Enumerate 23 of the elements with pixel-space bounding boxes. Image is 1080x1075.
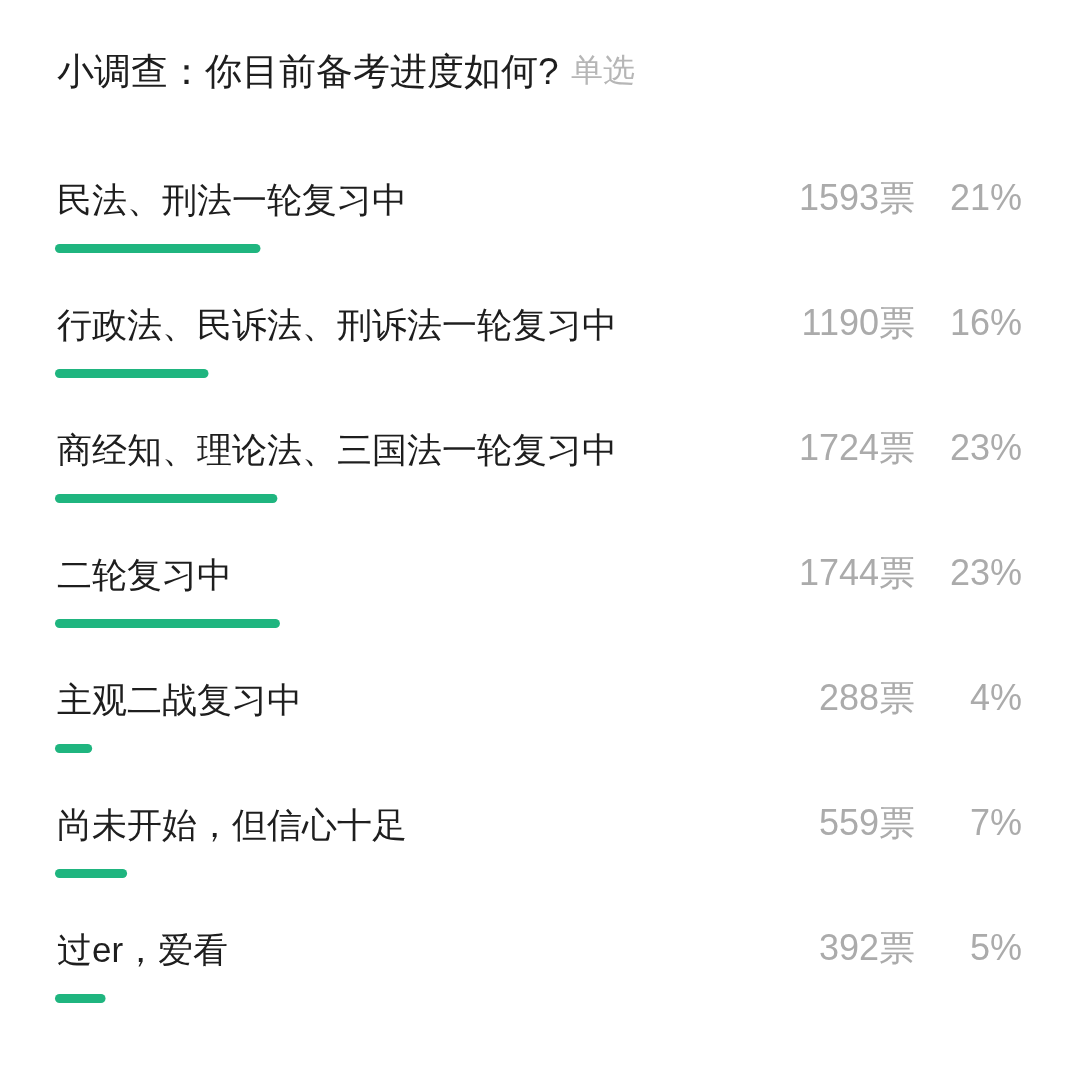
value-label: 1744票 [798,552,915,593]
subtitle: 单选 [570,52,635,88]
value-label: 1724票 [798,427,915,468]
category-label: 过er，爱看 [57,930,229,969]
category-label: 尚未开始，但信心十足 [57,805,407,844]
annotation: 23% [949,427,1022,468]
annotation: 16% [949,302,1022,343]
title: 小调查：你目前备考进度如何? [57,51,559,92]
annotation: 4% [969,677,1022,718]
annotation: 23% [949,552,1022,593]
category-label: 二轮复习中 [57,555,232,594]
value-label: 559票 [818,802,915,843]
value-label: 288票 [818,677,915,718]
annotation: 21% [949,177,1022,218]
annotation: 5% [969,927,1022,968]
category-label: 行政法、民诉法、刑诉法一轮复习中 [57,305,617,344]
value-label: 392票 [818,927,915,968]
value-label: 1593票 [798,177,915,218]
category-label: 主观二战复习中 [57,680,302,719]
category-label: 民法、刑法一轮复习中 [57,180,407,219]
category-label: 商经知、理论法、三国法一轮复习中 [57,430,617,469]
annotation: 7% [969,802,1022,843]
value-label: 1190票 [801,302,915,343]
